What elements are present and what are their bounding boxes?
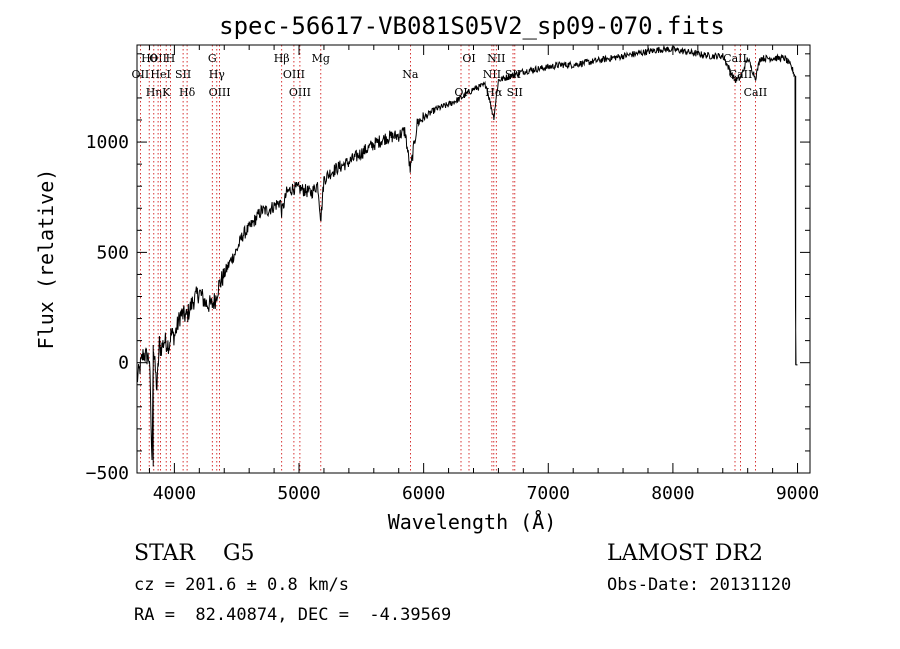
spectral-line-label: NII <box>487 52 505 65</box>
y-axis-label: Flux (relative) <box>34 169 58 350</box>
velocity-readout: cz = 201.6 ± 0.8 km/s <box>134 575 349 595</box>
x-axis-label: Wavelength (Å) <box>388 510 557 534</box>
object-type: STAR G5 <box>134 541 255 566</box>
spectral-line-label: G <box>208 52 217 65</box>
spectral-line-label: OII <box>132 68 150 81</box>
spectral-line-markers: HθOIIHηOIIHeIKHSIIHδGHγOIIIHβOIIIOIIIMgN… <box>132 45 768 473</box>
spectral-line-label: Na <box>402 68 419 81</box>
spectral-line-label: Hα <box>485 86 503 99</box>
y-tick-label: 0 <box>118 353 129 374</box>
spectral-line-label: CaII <box>723 52 747 65</box>
chart-title: spec-56617-VB081S05V2_sp09-070.fits <box>219 12 725 40</box>
coordinates-readout: RA = 82.40874, DEC = -4.39569 <box>134 605 451 625</box>
observation-date: Obs-Date: 20131120 <box>607 575 791 595</box>
plot-frame <box>136 44 811 474</box>
spectral-line-label: HeI <box>150 68 170 81</box>
x-tick-label: 4000 <box>153 483 196 504</box>
spectral-line-label: OIII <box>289 86 311 99</box>
spectral-line-label: OIII <box>209 86 231 99</box>
y-tick-label: 500 <box>96 242 129 263</box>
spectral-line-label: SII <box>175 68 191 81</box>
x-tick-label: 7000 <box>527 483 570 504</box>
spectral-line-label: OII <box>149 52 167 65</box>
x-tick-label: 6000 <box>402 483 445 504</box>
x-tick-label: 9000 <box>776 483 819 504</box>
y-tick-label: −500 <box>86 463 129 484</box>
spectral-line-label: SII <box>507 86 523 99</box>
spectral-line-label: OIII <box>283 68 305 81</box>
spectral-line-label: Hδ <box>179 86 196 99</box>
y-tick-label: 1000 <box>86 132 129 153</box>
spectral-line-label: K <box>162 86 171 99</box>
spectral-line-label: CaII <box>744 86 768 99</box>
x-axis: 4000 5000 6000 7000 8000 9000 <box>148 45 819 504</box>
spectral-line-label: Hγ <box>209 68 226 81</box>
spectral-line-label: CaII <box>729 68 753 81</box>
x-tick-label: 8000 <box>651 483 694 504</box>
spectral-line-label: Mg <box>312 52 330 65</box>
spectral-line-label: OI <box>462 52 475 65</box>
spectrum-line <box>136 44 798 467</box>
y-axis: −500 0 500 1000 <box>86 53 810 484</box>
survey-name: LAMOST DR2 <box>607 541 763 566</box>
spectral-line-label: H <box>166 52 176 65</box>
x-tick-label: 5000 <box>277 483 320 504</box>
spectral-line-label: Hη <box>146 86 162 99</box>
spectral-line-label: Hβ <box>274 52 290 65</box>
spectral-line-label: NII <box>483 68 501 81</box>
